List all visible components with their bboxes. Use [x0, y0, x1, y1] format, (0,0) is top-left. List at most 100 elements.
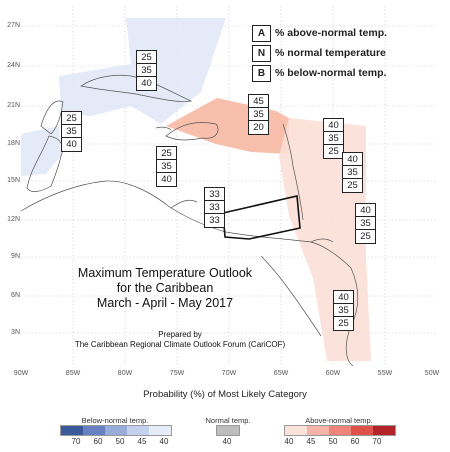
prob-above: 40: [324, 119, 343, 132]
colorbar-above-label: 45: [306, 437, 316, 446]
colorbar-above-label: 70: [372, 437, 382, 446]
prob-below: 25: [347, 180, 358, 191]
key-text-above: % above-normal temp.: [275, 27, 388, 39]
key-row-above: A % above-normal temp.: [252, 24, 422, 42]
colorbar-below: [60, 425, 172, 436]
prob-box-central-caribbean: 25 35 40: [156, 146, 177, 187]
prob-normal: 35: [334, 304, 353, 317]
lat-label: 24N: [7, 62, 20, 69]
colorbar-above-label: 40: [284, 437, 294, 446]
lat-label: 3N: [11, 329, 20, 336]
prob-normal: 35: [343, 166, 362, 179]
colorbar-normal-label: 40: [222, 437, 232, 446]
swatch-above: [285, 426, 307, 435]
prob-above: 25: [137, 51, 156, 64]
lon-label: 70W: [221, 370, 237, 377]
colorbar-above-label: 50: [328, 437, 338, 446]
title-line-1: Maximum Temperature Outlook: [77, 266, 253, 280]
swatch-below: [83, 426, 105, 435]
lon-label: 75W: [169, 370, 185, 377]
lat-label: 27N: [7, 22, 20, 29]
title-line-3: March - April - May 2017: [96, 296, 234, 310]
prob-box-southern-caribbean: 33 33 33: [204, 187, 225, 228]
key-row-below: B % below-normal temp.: [252, 64, 422, 82]
prob-normal: 35: [137, 64, 156, 77]
title-line-2: for the Caribbean: [116, 281, 214, 295]
prob-below: 33: [209, 215, 220, 226]
swatch-above: [373, 426, 395, 435]
colorbar-below-label: 40: [159, 437, 169, 446]
prob-box-lesser-antilles: 40 35 25: [342, 152, 363, 193]
lon-label: 55W: [377, 370, 393, 377]
prob-below: 25: [328, 146, 339, 157]
lat-label: 12N: [7, 216, 20, 223]
category-key: A % above-normal temp. N % normal temper…: [252, 24, 422, 84]
prob-below: 40: [141, 78, 152, 89]
lat-label: 6N: [11, 292, 20, 299]
swatch-below: [61, 426, 83, 435]
lon-label: 90W: [13, 370, 29, 377]
prob-normal: 35: [356, 217, 375, 230]
prob-box-barbados: 40 35 25: [355, 203, 376, 244]
prob-above: 33: [205, 188, 224, 201]
colorbar-above-title: Above-normal temp.: [305, 416, 373, 425]
lon-label: 65W: [273, 370, 289, 377]
probability-caption: Probability (%) of Most Likely Category: [143, 389, 307, 400]
lat-label: 18N: [7, 140, 20, 147]
prob-box-northern-antilles: 40 35 25: [323, 118, 344, 159]
colorbar-below-label: 45: [137, 437, 147, 446]
lon-label: 80W: [117, 370, 133, 377]
prob-normal: 33: [205, 201, 224, 214]
prob-box-cuba: 25 35 40: [136, 50, 157, 91]
prepared-by: Prepared by The Caribbean Regional Clima…: [30, 330, 330, 350]
coastlines: [21, 74, 359, 366]
prob-normal: 35: [157, 160, 176, 173]
swatch-below: [127, 426, 149, 435]
key-letter-normal: N: [252, 44, 271, 62]
lon-label: 50W: [424, 370, 440, 377]
colorbar-below-label: 50: [115, 437, 125, 446]
prob-box-western-caribbean: 25 35 40: [61, 111, 82, 152]
lon-label: 85W: [65, 370, 81, 377]
swatch-above: [307, 426, 329, 435]
lat-label: 9N: [11, 253, 20, 260]
key-letter-above: A: [252, 24, 271, 42]
prob-above: 40: [343, 153, 362, 166]
colorbar-below-label: 60: [93, 437, 103, 446]
prob-above: 25: [157, 147, 176, 160]
prob-below: 25: [338, 318, 349, 329]
region-southern-outline: [222, 195, 301, 240]
colorbar-above: [284, 425, 396, 436]
swatch-below: [105, 426, 127, 435]
swatch-normal: [217, 426, 239, 435]
prob-normal: 35: [249, 108, 268, 121]
prepared-line-1: Prepared by: [158, 330, 202, 339]
region-west-shading: [21, 126, 61, 176]
prob-box-hispaniola: 45 35 20: [248, 94, 269, 135]
key-row-normal: N % normal temperature: [252, 44, 422, 62]
prepared-line-2: The Caribbean Regional Climate Outlook F…: [74, 340, 286, 349]
map-frame: [21, 6, 436, 366]
prob-below: 40: [161, 174, 172, 185]
colorbar-below-label: 70: [71, 437, 81, 446]
key-text-normal: % normal temperature: [275, 47, 386, 59]
prob-below: 40: [66, 139, 77, 150]
key-letter-below: B: [252, 64, 271, 82]
prob-normal: 35: [62, 125, 81, 138]
prob-below: 25: [360, 231, 371, 242]
prob-above: 40: [356, 204, 375, 217]
lat-label: 21N: [7, 102, 20, 109]
swatch-below: [149, 426, 171, 435]
prob-normal: 35: [324, 132, 343, 145]
lat-label: 15N: [7, 177, 20, 184]
swatch-above: [329, 426, 351, 435]
swatch-above: [351, 426, 373, 435]
prob-above: 25: [62, 112, 81, 125]
map-title: Maximum Temperature Outlook for the Cari…: [40, 266, 290, 311]
prob-below: 20: [253, 122, 264, 133]
key-text-below: % below-normal temp.: [275, 67, 387, 79]
colorbar-below-title: Below-normal temp.: [81, 416, 149, 425]
colorbar-normal-title: Normal temp.: [205, 416, 251, 425]
colorbar-above-label: 60: [350, 437, 360, 446]
colorbar-normal: [216, 425, 240, 436]
